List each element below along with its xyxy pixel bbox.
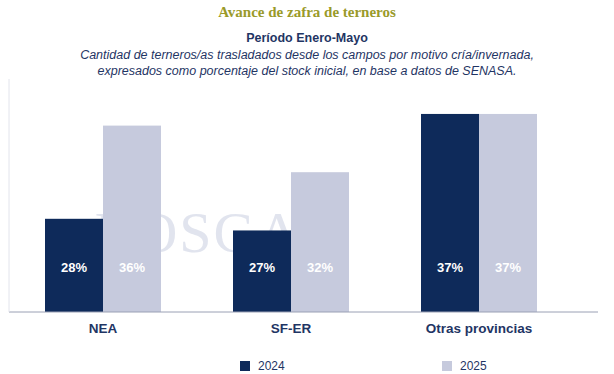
description: Cantidad de terneros/as trasladados desd…: [67, 47, 547, 79]
data-label: 37%: [437, 260, 463, 275]
bar: [479, 114, 537, 312]
legend: 2024 2025: [240, 359, 487, 373]
x-tick-label: NEA: [89, 321, 118, 336]
legend-label: 2024: [258, 359, 285, 373]
data-label: 32%: [307, 260, 333, 275]
bar: [421, 114, 479, 312]
bar: [103, 126, 161, 312]
x-tick-label: SF-ER: [271, 321, 312, 336]
legend-swatch: [442, 361, 452, 371]
data-label: 36%: [119, 260, 145, 275]
chart: ROSGAN28%36%27%32%37%37%NEASF-EROtras pr…: [0, 0, 614, 374]
title: Avance de zafra de terneros: [0, 4, 614, 21]
x-axis: [9, 312, 598, 313]
x-tick-label: Otras provincias: [426, 321, 533, 336]
bar: [45, 219, 103, 312]
bars: [45, 114, 537, 312]
legend-label: 2025: [460, 359, 487, 373]
y-axis: [9, 79, 10, 312]
data-label: 28%: [61, 260, 87, 275]
bar: [291, 172, 349, 312]
legend-swatch: [240, 361, 250, 371]
subtitle: Período Enero-Mayo: [0, 31, 614, 45]
data-label: 37%: [495, 260, 521, 275]
bar: [233, 230, 291, 312]
data-label: 27%: [249, 260, 275, 275]
data-labels: 28% 36% 27% 32% 37% 37%: [61, 260, 521, 275]
